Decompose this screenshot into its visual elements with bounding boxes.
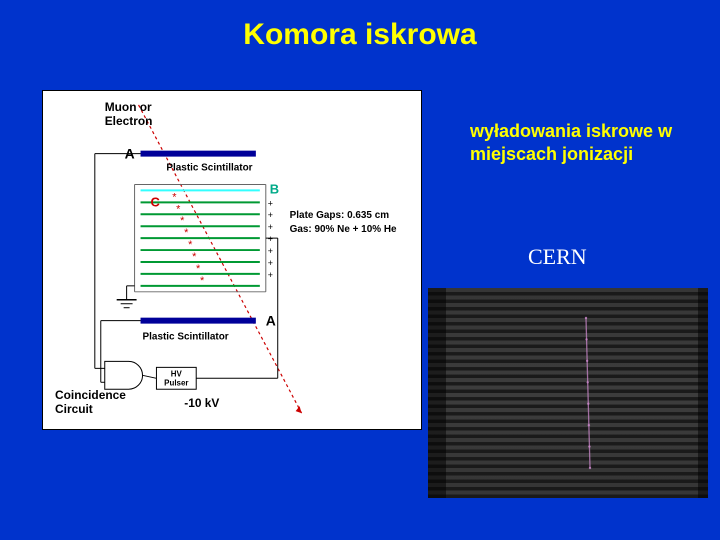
svg-text:-10 kV: -10 kV xyxy=(184,396,219,410)
svg-text:+: + xyxy=(268,270,273,280)
svg-text:+: + xyxy=(268,258,273,268)
subtitle: wyładowania iskrowe w miejscach jonizacj… xyxy=(470,120,700,167)
svg-text:*: * xyxy=(184,227,189,239)
svg-text:B: B xyxy=(270,181,279,196)
subtitle-line1: wyładowania iskrowe w xyxy=(470,121,672,141)
svg-text:Plastic Scintillator: Plastic Scintillator xyxy=(143,332,229,343)
spark-chamber-diagram: Muon orElectron A Plastic Scintillator B C + +… xyxy=(42,90,422,430)
svg-text:C: C xyxy=(150,194,159,209)
svg-text:Plate Gaps: 0.635 cm: Plate Gaps: 0.635 cm xyxy=(290,210,390,221)
svg-text:Pulser: Pulser xyxy=(164,378,188,387)
cern-photo xyxy=(428,288,708,498)
slide-title: Komora iskrowa xyxy=(0,18,720,52)
svg-text:*: * xyxy=(192,251,197,263)
svg-text:Muon or: Muon or xyxy=(105,100,152,114)
svg-text:*: * xyxy=(188,239,193,251)
svg-text:*: * xyxy=(172,191,177,203)
svg-text:*: * xyxy=(176,203,181,215)
svg-text:Coincidence: Coincidence xyxy=(55,388,126,402)
svg-text:+: + xyxy=(268,246,273,256)
svg-text:Plastic Scintillator: Plastic Scintillator xyxy=(166,163,252,174)
svg-text:Circuit: Circuit xyxy=(55,402,93,416)
svg-text:+: + xyxy=(268,234,273,244)
svg-text:*: * xyxy=(196,263,201,275)
subtitle-line2: miejscach jonizacji xyxy=(470,144,633,164)
svg-text:+: + xyxy=(268,210,273,220)
cern-label: CERN xyxy=(528,244,587,270)
svg-text:HV: HV xyxy=(171,369,183,378)
svg-text:*: * xyxy=(200,275,205,287)
svg-text:+: + xyxy=(268,222,273,232)
svg-text:+: + xyxy=(268,198,273,208)
svg-text:Gas: 90% Ne + 10% He: Gas: 90% Ne + 10% He xyxy=(290,224,397,235)
svg-text:Electron: Electron xyxy=(105,114,153,128)
svg-text:A: A xyxy=(266,313,276,329)
svg-text:*: * xyxy=(180,215,185,227)
